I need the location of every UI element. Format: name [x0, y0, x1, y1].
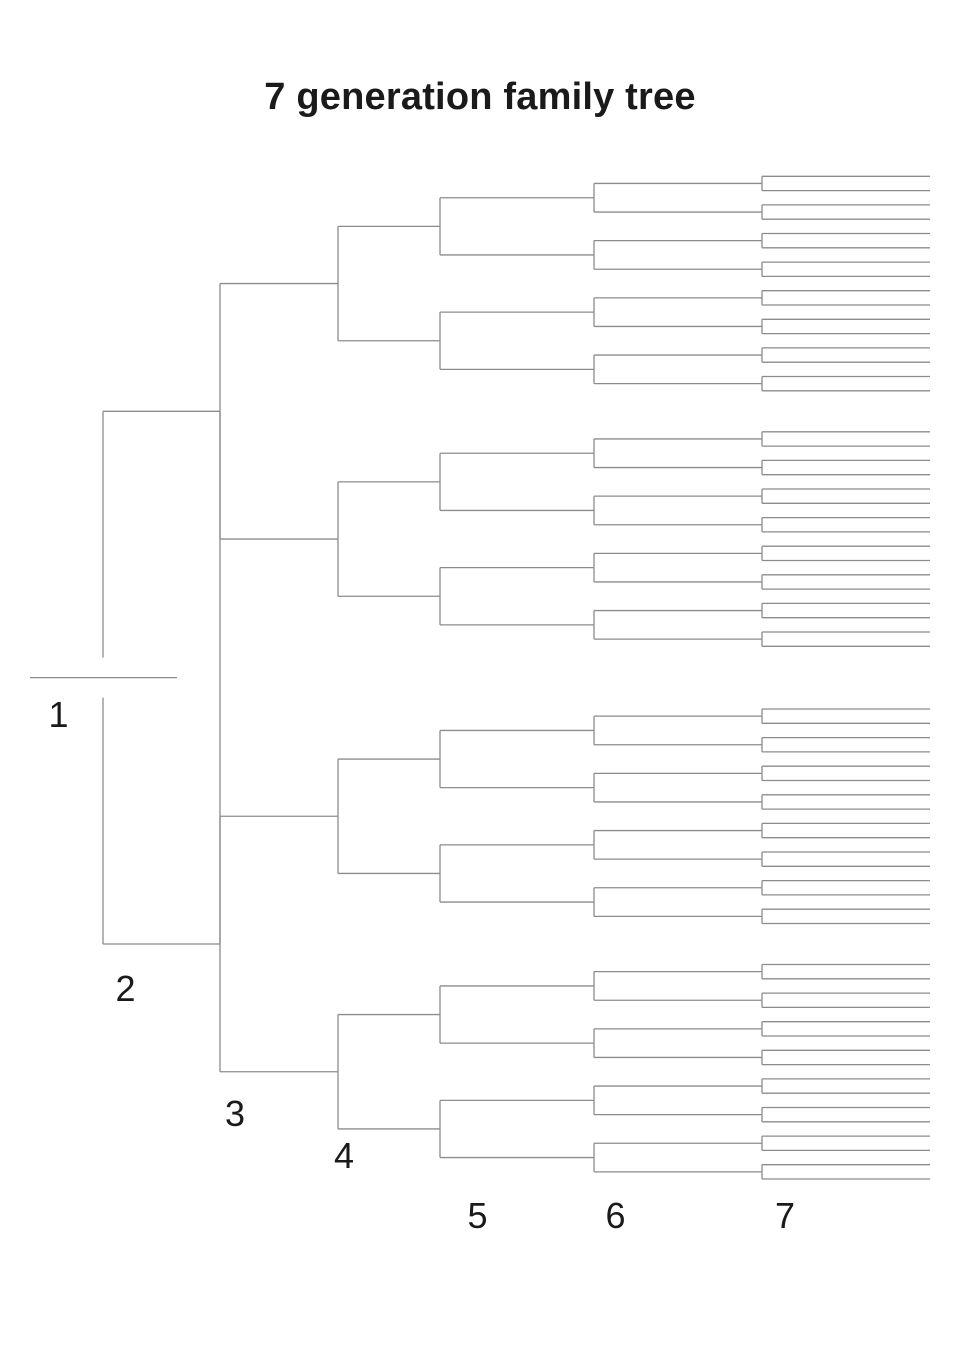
svg-text:1: 1	[48, 694, 68, 735]
svg-text:2: 2	[115, 968, 135, 1009]
svg-text:6: 6	[605, 1195, 625, 1236]
svg-text:4: 4	[334, 1135, 354, 1176]
svg-text:3: 3	[225, 1093, 245, 1134]
svg-text:5: 5	[467, 1195, 487, 1236]
svg-text:7: 7	[775, 1195, 795, 1236]
